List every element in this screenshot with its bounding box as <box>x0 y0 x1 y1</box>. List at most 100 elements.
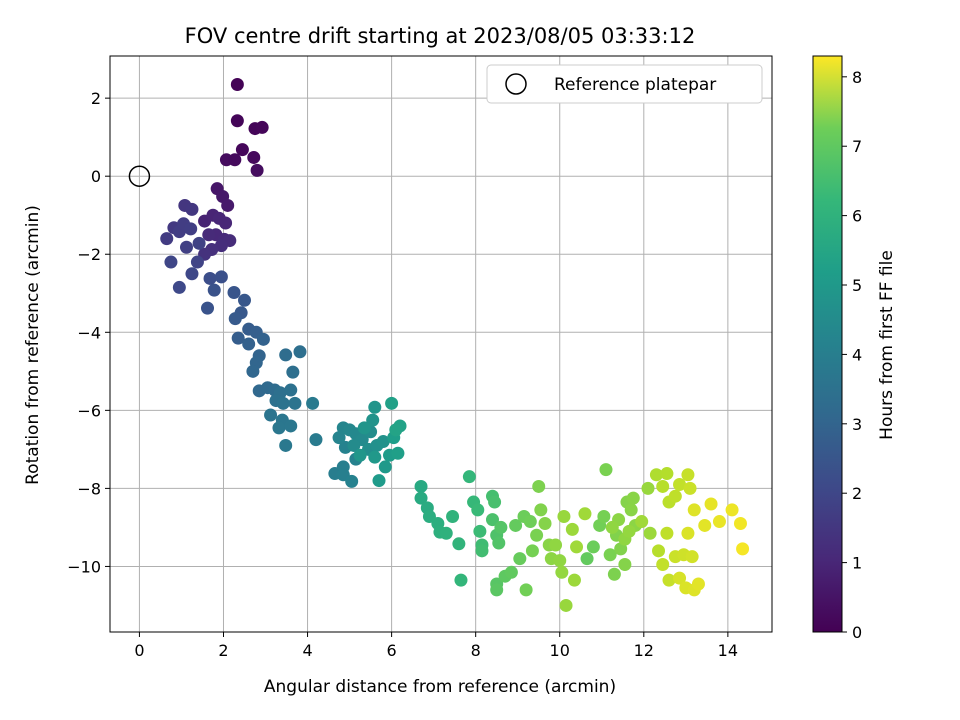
data-point <box>687 503 701 517</box>
data-point <box>599 463 613 477</box>
data-point <box>614 542 628 556</box>
data-point <box>712 515 726 529</box>
data-point <box>452 537 466 551</box>
data-point <box>580 552 594 566</box>
data-point <box>534 503 548 517</box>
data-point <box>626 491 640 505</box>
data-point <box>570 540 584 554</box>
data-point <box>389 423 403 437</box>
data-point <box>207 283 221 297</box>
data-point <box>376 435 390 449</box>
data-point <box>660 467 674 481</box>
x-tick-label: 10 <box>550 641 570 660</box>
data-point <box>190 255 204 269</box>
data-point <box>184 222 198 236</box>
data-point <box>228 153 242 167</box>
data-point <box>662 573 676 587</box>
data-point <box>306 396 320 410</box>
data-point <box>475 544 489 558</box>
axes: 0 2 4 6 8 10 12 14 2 0 −2 −4 −6 −8 −10 <box>67 55 773 660</box>
y-tick-label: −6 <box>77 401 101 420</box>
data-point <box>681 468 695 482</box>
data-point <box>454 573 468 587</box>
data-point <box>519 583 533 597</box>
data-point <box>284 419 298 433</box>
data-point <box>391 446 405 460</box>
data-point <box>473 524 487 538</box>
colorbar-tick-label: 5 <box>852 276 862 295</box>
data-point <box>238 293 252 307</box>
data-point <box>357 421 371 435</box>
data-point <box>538 517 552 531</box>
data-point <box>504 565 518 579</box>
data-point <box>276 396 290 410</box>
colorbar-gradient <box>812 55 843 633</box>
x-tick-label: 0 <box>134 641 144 660</box>
legend: Reference platepar <box>486 64 763 104</box>
data-point <box>488 495 502 509</box>
data-point <box>279 438 293 452</box>
y-tick-label: −8 <box>77 479 101 498</box>
data-point <box>557 509 571 523</box>
y-tick-label: −10 <box>67 557 101 576</box>
data-point <box>578 507 592 521</box>
x-tick-label: 12 <box>634 641 654 660</box>
data-point <box>185 267 199 281</box>
data-point <box>555 565 569 579</box>
data-point <box>202 228 216 242</box>
data-point <box>221 198 235 212</box>
data-point <box>685 550 699 564</box>
data-point <box>462 470 476 484</box>
data-point <box>293 345 307 359</box>
colorbar: 0 1 2 3 4 5 6 7 8 <box>812 55 862 642</box>
data-point <box>414 491 428 505</box>
data-point <box>284 383 298 397</box>
data-point <box>641 481 655 495</box>
plot-frame <box>109 55 773 633</box>
data-point <box>214 270 228 284</box>
data-point <box>201 301 215 315</box>
data-point <box>256 332 270 346</box>
data-point <box>652 544 666 558</box>
data-point <box>228 312 242 326</box>
data-point <box>586 540 600 554</box>
data-point <box>309 433 323 447</box>
data-point <box>272 421 286 435</box>
data-point <box>372 474 386 488</box>
legend-entry-reference: Reference platepar <box>554 75 716 95</box>
data-point <box>203 271 217 285</box>
x-tick-label: 14 <box>718 641 738 660</box>
data-point <box>227 285 241 299</box>
data-point <box>230 77 244 91</box>
colorbar-tick-label: 3 <box>852 415 862 434</box>
data-point <box>230 114 244 128</box>
data-point <box>725 503 739 517</box>
data-point <box>736 542 750 556</box>
data-point <box>523 515 537 529</box>
xlabel: Angular distance from reference (arcmin) <box>264 677 616 697</box>
data-point <box>649 468 663 482</box>
x-tick-label: 4 <box>302 641 312 660</box>
data-point <box>332 431 346 445</box>
data-point <box>567 573 581 587</box>
data-point <box>622 524 636 538</box>
data-point <box>733 517 747 531</box>
data-point <box>250 163 264 177</box>
data-point <box>255 120 269 134</box>
data-point <box>247 150 261 164</box>
y-tick-label: −2 <box>77 245 101 264</box>
data-point <box>288 396 302 410</box>
data-point <box>231 331 245 345</box>
colorbar-tick-label: 2 <box>852 484 862 503</box>
data-point <box>605 520 619 534</box>
x-tick-label: 8 <box>471 641 481 660</box>
data-point <box>681 526 695 540</box>
data-point <box>242 337 256 351</box>
data-point <box>494 520 508 534</box>
data-point <box>164 255 178 269</box>
data-point <box>683 481 697 495</box>
data-point <box>286 365 300 379</box>
data-point <box>660 526 674 540</box>
y-tick-label: 2 <box>91 89 101 108</box>
data-point <box>668 489 682 503</box>
